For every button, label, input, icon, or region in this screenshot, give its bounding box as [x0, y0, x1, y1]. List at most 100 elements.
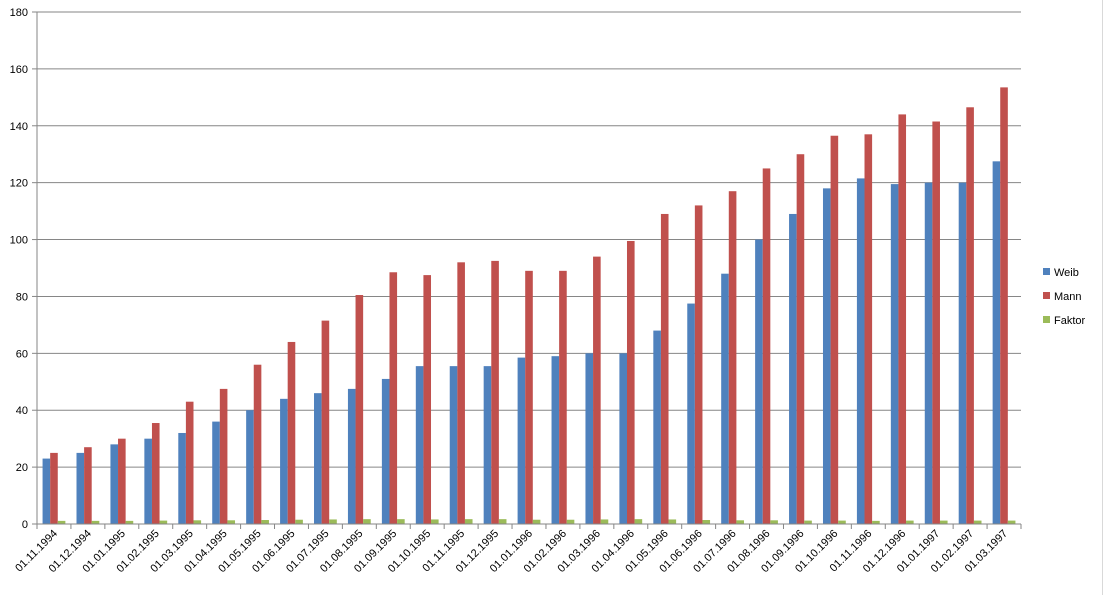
bar-mann: [796, 154, 805, 524]
bar-faktor: [91, 520, 100, 524]
bar-faktor: [770, 520, 778, 524]
y-tick-label: 60: [16, 348, 28, 360]
bar-faktor: [363, 519, 371, 524]
bar-faktor: [397, 519, 405, 524]
y-tick-label: 120: [10, 178, 28, 190]
bars: [42, 87, 1016, 525]
y-tick-label: 20: [16, 462, 28, 474]
bar-mann: [287, 341, 296, 524]
bar-mann: [151, 423, 160, 524]
y-tick-label: 160: [10, 64, 28, 76]
bar-mann: [355, 295, 364, 524]
bar-mann: [321, 320, 330, 524]
bar-weib: [721, 273, 729, 524]
y-tick-label: 100: [10, 235, 28, 247]
bar-faktor: [872, 520, 880, 524]
bar-weib: [924, 182, 933, 525]
bar-faktor: [329, 519, 337, 524]
bar-mann: [864, 134, 873, 524]
bar-weib: [246, 410, 254, 524]
bar-faktor: [566, 519, 575, 524]
bar-faktor: [227, 520, 236, 524]
bar-faktor: [159, 520, 168, 524]
legend-label-faktor: Faktor: [1054, 315, 1086, 327]
bar-weib: [280, 398, 288, 524]
bar-faktor: [838, 520, 846, 524]
bar-mann: [626, 240, 635, 525]
bar-mann: [694, 205, 703, 525]
bar-weib: [619, 353, 627, 524]
bar-weib: [890, 184, 899, 524]
bar-weib: [755, 239, 763, 524]
legend-label-weib: Weib: [1054, 267, 1079, 279]
bar-faktor: [634, 519, 643, 524]
bar-weib: [822, 188, 831, 525]
bar-faktor: [702, 520, 711, 524]
bar-weib: [517, 357, 526, 524]
bar-faktor: [906, 520, 914, 524]
bar-mann: [219, 388, 228, 524]
bar-weib: [110, 444, 119, 524]
bar-weib: [483, 366, 492, 524]
y-tick-label: 40: [16, 405, 28, 417]
bar-mann: [830, 135, 839, 525]
bar-mann: [559, 270, 567, 524]
bar-weib: [144, 438, 152, 524]
bar-weib: [314, 393, 322, 524]
bar-faktor: [261, 520, 269, 524]
x-axis: 01.11.199401.12.199401.01.199501.02.1995…: [13, 523, 1022, 575]
bar-mann: [457, 262, 465, 524]
bar-weib: [585, 353, 594, 524]
bar-weib: [381, 378, 390, 524]
legend-swatch-mann: [1043, 292, 1050, 299]
bar-mann: [966, 107, 974, 524]
bar-weib: [76, 452, 85, 524]
bar-mann: [898, 114, 907, 525]
y-tick-label: 80: [16, 291, 28, 303]
bar-mann: [491, 260, 499, 524]
bar-weib: [212, 421, 220, 524]
bar-mann: [389, 272, 398, 524]
bar-faktor: [668, 519, 677, 524]
legend-label-mann: Mann: [1054, 291, 1082, 303]
y-tick-label: 180: [10, 7, 28, 19]
bar-faktor: [464, 519, 473, 524]
bar-faktor: [295, 519, 303, 524]
bar-mann: [185, 401, 194, 524]
bar-faktor: [125, 520, 134, 524]
bar-faktor: [1007, 520, 1016, 524]
bar-weib: [789, 213, 797, 524]
bar-mann: [593, 256, 601, 524]
bar-mann: [660, 213, 669, 524]
bar-weib: [958, 182, 967, 525]
bar-faktor: [736, 520, 744, 524]
bar-mann: [525, 270, 533, 524]
bar-mann: [50, 452, 58, 524]
bar-faktor: [600, 519, 609, 524]
bar-mann: [118, 438, 126, 524]
bar-weib: [992, 161, 1001, 524]
legend-swatch-weib: [1043, 268, 1050, 275]
bar-mann: [728, 191, 737, 524]
bar-weib: [551, 356, 560, 524]
bar-faktor: [532, 519, 541, 524]
y-tick-label: 0: [22, 519, 28, 531]
bar-faktor: [973, 520, 982, 524]
y-tick-label: 140: [10, 121, 28, 133]
bar-weib: [449, 366, 458, 524]
bar-mann: [762, 168, 771, 524]
y-axis: 0 20 40 60 80 100 120 140 160 180: [10, 7, 38, 531]
bar-weib: [687, 303, 695, 524]
bar-faktor: [431, 519, 439, 524]
bar-weib: [415, 366, 424, 524]
bar-faktor: [57, 520, 66, 524]
bar-faktor: [939, 520, 948, 524]
legend: Weib Mann Faktor: [1043, 267, 1086, 327]
bar-mann: [423, 275, 432, 524]
bar-faktor: [804, 520, 812, 524]
legend-swatch-faktor: [1043, 316, 1050, 323]
bar-weib: [347, 388, 356, 524]
bar-weib: [856, 178, 865, 524]
